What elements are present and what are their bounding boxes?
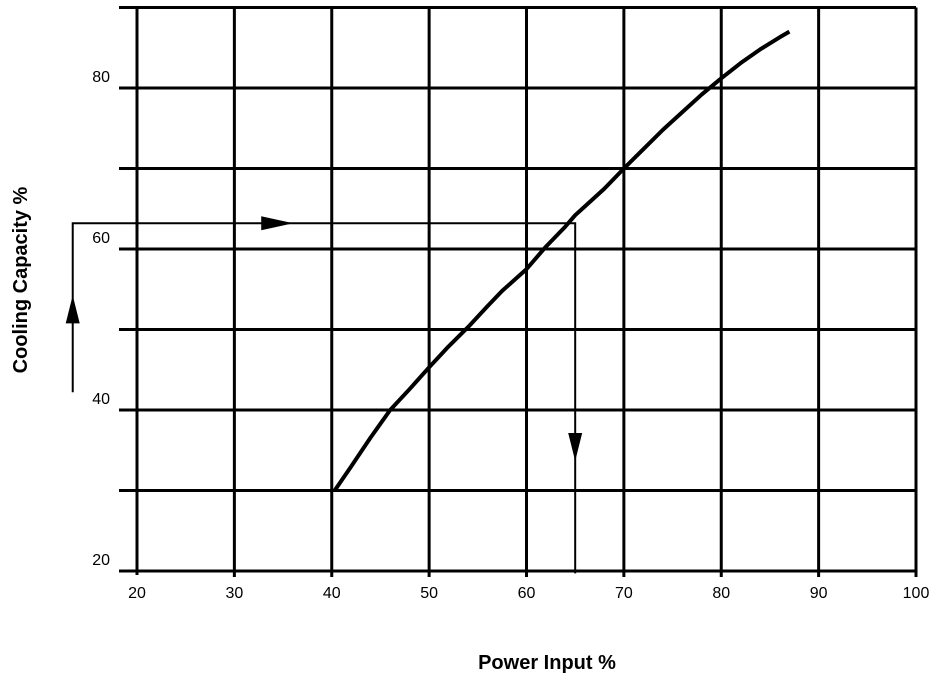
guide-arrows — [65, 216, 583, 574]
y-tick-label: 40 — [92, 391, 110, 408]
x-tick-label: 70 — [615, 585, 633, 602]
y-tick-label: 20 — [92, 552, 110, 569]
x-tick-label: 80 — [712, 585, 730, 602]
y-tick-label: 60 — [92, 230, 110, 247]
x-tick-label: 40 — [323, 585, 341, 602]
x-tick-label: 90 — [810, 585, 828, 602]
x-axis-title: Power Input % — [478, 652, 616, 674]
arrowhead-up — [65, 295, 80, 324]
guide-line — [71, 222, 577, 574]
y-tick-label: 80 — [92, 69, 110, 86]
x-tick-label: 20 — [128, 585, 146, 602]
arrowhead-down — [568, 433, 583, 462]
x-tick-label: 30 — [225, 585, 243, 602]
grid — [119, 6, 918, 577]
x-tick-label: 50 — [420, 585, 438, 602]
y-axis-title: Cooling Capacity % — [10, 186, 32, 373]
x-tick-label: 60 — [518, 585, 536, 602]
tick-labels: 20 30 40 50 60 70 80 90 100 20 40 60 80 — [92, 69, 929, 602]
x-tick-label: 100 — [903, 585, 930, 602]
series-line — [333, 29, 791, 492]
series — [333, 29, 791, 492]
arrowhead-right — [261, 216, 294, 231]
